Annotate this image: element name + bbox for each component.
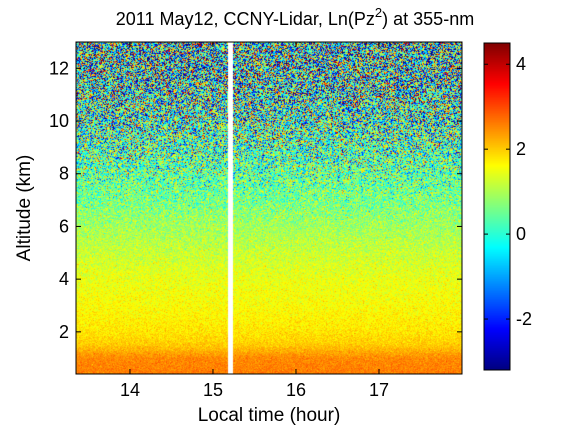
y-tick-label: 2 bbox=[59, 322, 69, 342]
colorbar-tick-label: 2 bbox=[516, 139, 526, 159]
y-tick-label: 4 bbox=[59, 269, 69, 289]
y-tick-label: 6 bbox=[59, 216, 69, 236]
plot-frame bbox=[75, 41, 463, 375]
y-tick-label: 12 bbox=[49, 58, 69, 78]
y-tick-label: 10 bbox=[49, 111, 69, 131]
y-axis-ticks: 2 4 6 8 10 12 bbox=[49, 58, 462, 342]
x-tick-label: 17 bbox=[369, 380, 389, 400]
y-axis-label: Altitude (km) bbox=[14, 155, 35, 262]
colorbar-tick-label: -2 bbox=[516, 309, 532, 329]
x-axis-label: Local time (hour) bbox=[198, 405, 341, 426]
colorbar bbox=[484, 43, 510, 370]
y-tick-label: 8 bbox=[59, 164, 69, 184]
title-superscript: 2 bbox=[375, 5, 382, 20]
colorbar-tick-label: 4 bbox=[516, 54, 526, 74]
heatmap-canvas bbox=[76, 42, 462, 374]
x-axis-ticks: 14 15 16 17 bbox=[120, 42, 389, 400]
heatmap-plot-area bbox=[76, 42, 462, 374]
colorbar-tick-label: 0 bbox=[516, 224, 526, 244]
colorbar-canvas bbox=[484, 43, 510, 370]
title-suffix: ) at 355-nm bbox=[382, 9, 474, 29]
x-tick-label: 16 bbox=[286, 380, 306, 400]
x-tick-label: 14 bbox=[120, 380, 140, 400]
x-tick-label: 15 bbox=[203, 380, 223, 400]
colorbar-ticks: -2 0 2 4 bbox=[484, 54, 532, 329]
title-prefix: 2011 May12, CCNY-Lidar, Ln(Pz bbox=[116, 9, 375, 29]
colorbar-frame bbox=[483, 42, 511, 371]
chart-title: 2011 May12, CCNY-Lidar, Ln(Pz2) at 355-n… bbox=[116, 5, 474, 29]
